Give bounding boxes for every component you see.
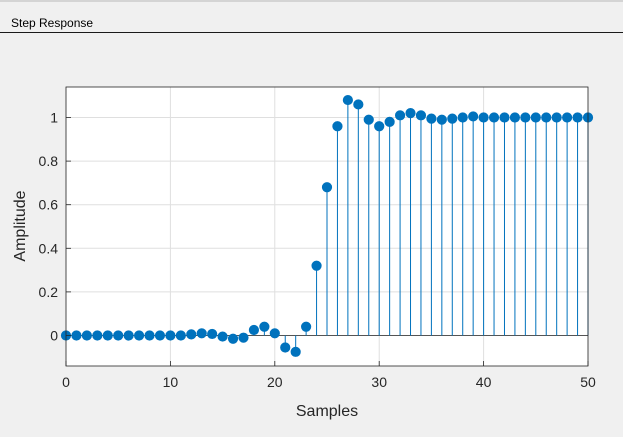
stem-marker xyxy=(509,112,521,123)
stem-marker xyxy=(248,324,260,336)
stem-marker xyxy=(280,342,291,353)
x-tick-label: 30 xyxy=(371,374,387,390)
stem-marker xyxy=(238,332,249,343)
stem-marker xyxy=(332,121,343,132)
stem-marker xyxy=(269,328,280,339)
stem-marker xyxy=(384,116,395,127)
stem-marker xyxy=(290,346,301,357)
stem-marker xyxy=(113,330,124,341)
stem-marker xyxy=(311,260,322,271)
y-axis-label: Amplitude xyxy=(12,190,29,261)
y-axis: 0 0.2 0.4 0.6 0.8 1 xyxy=(39,110,71,343)
stem-marker xyxy=(394,110,406,121)
y-tick-label: 0.4 xyxy=(39,240,59,256)
x-tick-label: 20 xyxy=(267,374,283,390)
x-tick-label: 0 xyxy=(62,374,70,390)
stem-marker xyxy=(123,330,134,341)
stem-marker xyxy=(530,112,541,123)
y-tick-label: 1 xyxy=(50,110,58,126)
stem-marker xyxy=(186,329,197,340)
stem-marker xyxy=(499,112,510,123)
stem-marker xyxy=(562,112,573,123)
stem-marker xyxy=(154,330,166,341)
stem-marker xyxy=(92,330,103,341)
x-axis-label: Samples xyxy=(296,403,358,420)
stem-marker xyxy=(447,113,458,124)
stem-marker xyxy=(405,108,416,119)
stem-marker xyxy=(196,328,207,339)
stem-marker xyxy=(551,112,562,123)
y-tick-label: 0.2 xyxy=(39,284,59,300)
stem-marker xyxy=(165,330,176,341)
stem-marker xyxy=(144,330,155,341)
stem-marker xyxy=(353,99,364,110)
stem-marker xyxy=(436,114,447,125)
stem-marker xyxy=(426,113,437,124)
plot-box xyxy=(65,86,589,367)
x-axis: 0 10 20 30 40 50 xyxy=(62,361,596,390)
stem-marker xyxy=(488,112,500,123)
stem-marker xyxy=(133,330,145,341)
stem-marker xyxy=(102,330,113,341)
stem-marker xyxy=(478,112,489,123)
y-tick-label: 0 xyxy=(50,327,58,343)
y-tick-label: 0.8 xyxy=(39,153,59,169)
stem-marker xyxy=(207,328,218,340)
stem-marker xyxy=(374,121,385,132)
stem-marker xyxy=(457,112,468,123)
x-tick-label: 10 xyxy=(163,374,179,390)
stem-marker xyxy=(259,321,270,332)
stem-marker xyxy=(81,330,92,341)
stem-marker xyxy=(520,112,531,123)
stem-marker xyxy=(415,110,427,121)
stem-marker xyxy=(468,111,479,122)
x-tick-label: 40 xyxy=(476,374,492,390)
stem-marker xyxy=(175,330,186,341)
x-tick-label: 50 xyxy=(580,374,596,390)
stem-marker xyxy=(321,182,333,193)
panel-title: Step Response xyxy=(8,15,97,31)
stem-marker xyxy=(227,333,239,344)
stem-marker xyxy=(217,331,228,342)
panel-border xyxy=(0,32,623,33)
y-tick-label: 0.6 xyxy=(39,197,59,213)
stem-marker xyxy=(71,330,82,341)
stem-marker xyxy=(572,112,583,123)
window-top-border xyxy=(0,0,623,2)
stem-marker xyxy=(301,321,312,332)
stem-marker xyxy=(363,114,374,125)
stem-marker xyxy=(342,94,353,106)
stem-marker xyxy=(541,112,552,123)
